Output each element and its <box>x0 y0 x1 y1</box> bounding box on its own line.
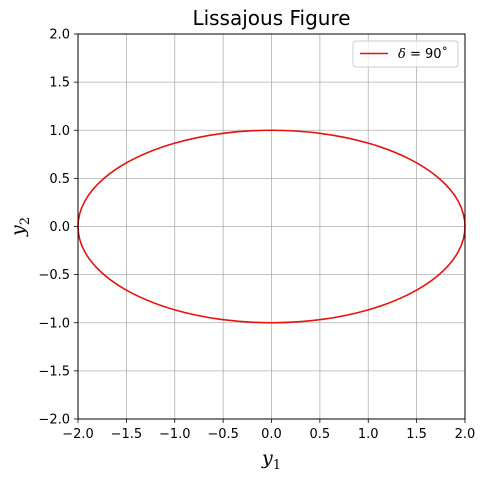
x-tick-label: −1.5 <box>111 427 143 442</box>
y-tick-label: 0.5 <box>49 172 70 187</box>
x-tick-label: 1.5 <box>406 427 427 442</box>
y-tick-label: 1.5 <box>49 76 70 91</box>
chart-title: Lissajous Figure <box>192 6 350 30</box>
legend-entry-symbol: δ <box>398 47 406 62</box>
y-tick-label: −1.5 <box>38 364 70 379</box>
x-tick-label: 2.0 <box>455 427 476 442</box>
x-tick-label: 1.0 <box>358 427 379 442</box>
x-axis-label-base: y <box>261 447 273 469</box>
y-tick-label: 0.0 <box>49 220 70 235</box>
y-tick-label: 2.0 <box>49 28 70 43</box>
y-axis-label-base: y <box>7 225 29 237</box>
x-tick-label: 0.5 <box>310 427 331 442</box>
x-tick-label: −0.5 <box>207 427 239 442</box>
x-tick-label: −2.0 <box>62 427 94 442</box>
y-tick-label: −2.0 <box>38 413 70 428</box>
y-axis-label: y2 <box>7 217 33 237</box>
legend-entry-label: δ = 90˚ <box>398 46 448 62</box>
x-tick-label: −1.0 <box>159 427 191 442</box>
x-axis-label-subscript: 1 <box>273 458 281 473</box>
grid <box>77 33 466 420</box>
y-tick-label: −1.0 <box>38 316 70 331</box>
y-axis-label-subscript: 2 <box>18 217 33 225</box>
x-tick-label: 0.0 <box>261 427 282 442</box>
x-axis-label: y1 <box>261 447 281 473</box>
y-tick-label: 1.0 <box>49 124 70 139</box>
legend: δ = 90˚ <box>352 40 459 68</box>
legend-box <box>352 40 459 68</box>
legend-entry-value: = 90˚ <box>406 46 448 62</box>
ticks: −2.0 −1.5 −1.0 −0.5 0.0 0.5 1.0 1.5 2.0 −2.0 −1.5 −… <box>38 28 475 443</box>
y-tick-label: −0.5 <box>38 268 70 283</box>
